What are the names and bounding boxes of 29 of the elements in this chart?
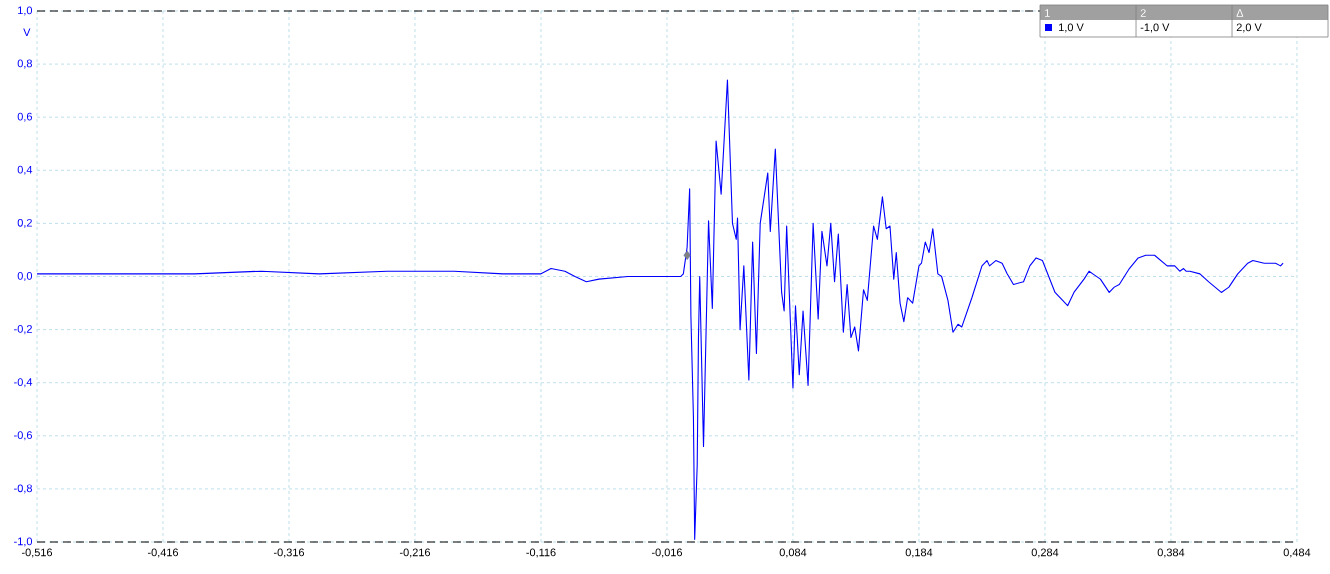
- x-tick-label: -0,116: [526, 548, 556, 558]
- annotation: 1: [1045, 9, 1050, 17]
- x-tick-label: -0,516: [21, 548, 53, 558]
- y-tick-label: 0,2: [17, 218, 32, 228]
- annotation: 2: [1140, 9, 1146, 17]
- x-tick-label: 0,184: [905, 548, 933, 558]
- annotation: 2,0 V: [1236, 23, 1262, 33]
- x-tick-label: -0,316: [273, 548, 305, 558]
- annotation: 1,0 V: [1059, 23, 1084, 33]
- y-tick-label: -0,6: [14, 431, 32, 441]
- y-tick-label: 1,0: [18, 6, 33, 16]
- y-tick-label: 0,6: [17, 112, 32, 122]
- x-tick-label: 0,084: [779, 548, 807, 558]
- y-tick-label: -0,8: [14, 484, 32, 494]
- annotation: -1,0 V: [1140, 23, 1170, 33]
- y-tick-label: -0,2: [14, 325, 32, 335]
- x-tick-label: 0,384: [1157, 548, 1185, 558]
- x-tick-label: 0,284: [1031, 548, 1059, 558]
- x-tick-label: -0,216: [399, 548, 431, 558]
- annotation: Δ: [1236, 9, 1244, 17]
- x-tick-label: -0,016: [651, 548, 683, 558]
- y-tick-label: 0,0: [17, 271, 33, 282]
- y-axis-title: V: [23, 28, 31, 36]
- y-tick-label: 0,8: [17, 59, 32, 69]
- y-tick-label: -0,4: [14, 378, 33, 388]
- y-tick-label: -1,0: [14, 537, 33, 547]
- y-tick-label: 0,4: [17, 165, 33, 175]
- x-tick-label: 0,484: [1283, 548, 1311, 558]
- x-tick-label: -0,416: [147, 548, 179, 558]
